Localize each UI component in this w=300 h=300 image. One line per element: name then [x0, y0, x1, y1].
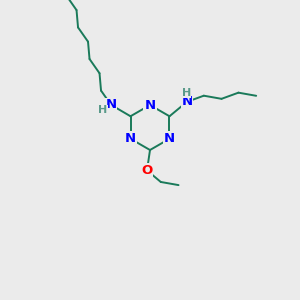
Text: N: N	[181, 95, 192, 108]
Text: N: N	[144, 98, 156, 112]
Text: N: N	[125, 132, 136, 145]
Text: O: O	[141, 164, 153, 177]
Text: N: N	[164, 132, 175, 145]
Text: N: N	[106, 98, 117, 111]
Text: H: H	[98, 105, 107, 115]
Text: H: H	[182, 88, 191, 98]
